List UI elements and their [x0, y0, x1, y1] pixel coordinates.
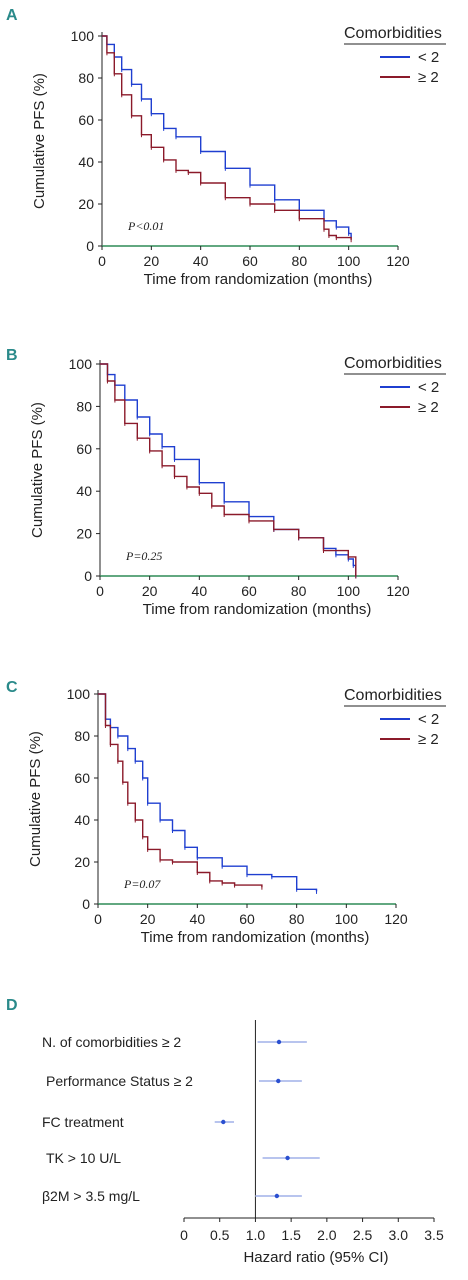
x-tick-label: 3.5	[424, 1227, 444, 1243]
legend-label: < 2	[418, 49, 439, 66]
y-tick-label: 0	[82, 896, 90, 912]
y-tick-label: 40	[76, 483, 92, 499]
y-tick-label: 100	[69, 356, 93, 372]
legend-label: ≥ 2	[418, 69, 439, 86]
panel-b: B 0 20 40 60 80 100 0 20 40 60 80 100 120 Time from ra…	[6, 347, 446, 618]
y-tick-label: 80	[78, 70, 94, 86]
y-axis-label: Cumulative PFS (%)	[29, 402, 46, 538]
row-label: TK > 10 U/L	[46, 1150, 121, 1166]
p-value-annotation: P=0.25	[125, 549, 162, 563]
x-tick-label: 60	[239, 911, 255, 927]
series-line-ge2	[98, 693, 263, 888]
x-tick-label: 120	[386, 583, 410, 599]
panel-letter: C	[6, 679, 18, 696]
y-axis-label: Cumulative PFS (%)	[27, 731, 44, 867]
x-axis-label: Time from randomization (months)	[144, 271, 373, 288]
x-tick-label: 20	[140, 911, 156, 927]
x-tick-label: 40	[193, 253, 209, 269]
y-tick-label: 20	[74, 854, 90, 870]
x-tick-label: 0	[180, 1227, 188, 1243]
x-axis-label: Time from randomization (months)	[143, 601, 372, 618]
x-tick-label: 40	[192, 583, 208, 599]
hazard-ratio-point	[276, 1078, 281, 1084]
hazard-ratio-point	[276, 1039, 282, 1045]
x-tick-label: 120	[384, 911, 408, 927]
legend-label: ≥ 2	[418, 731, 439, 748]
x-tick-label: 0	[96, 583, 104, 599]
x-tick-label: 0	[98, 253, 106, 269]
y-tick-label: 80	[76, 398, 92, 414]
panel-c: C 0 20 40 60 80 100 0 20 40 60 80 100 120 Time from ra…	[6, 679, 446, 946]
y-tick-label: 0	[84, 568, 92, 584]
hazard-ratio-point	[274, 1193, 280, 1199]
x-tick-label: 2.0	[317, 1227, 337, 1243]
row-label: N. of comorbidities ≥ 2	[42, 1034, 181, 1050]
x-tick-label: 1.0	[246, 1227, 266, 1243]
x-tick-label: 80	[289, 911, 305, 927]
y-tick-label: 100	[71, 28, 95, 44]
panel-a: A 0 20 40 60 80 100 0 20 40 60 80 100 120 Time from ra…	[6, 7, 446, 288]
legend-label: < 2	[418, 379, 439, 396]
x-tick-label: 1.5	[281, 1227, 301, 1243]
legend-title: Comorbidities	[344, 25, 442, 42]
x-tick-label: 40	[190, 911, 206, 927]
panel-letter: A	[6, 7, 18, 24]
x-axis-label: Time from randomization (months)	[141, 929, 370, 946]
x-tick-label: 80	[291, 583, 307, 599]
x-tick-label: 20	[144, 253, 160, 269]
y-tick-label: 20	[78, 196, 94, 212]
y-tick-label: 100	[67, 686, 91, 702]
row-label: Performance Status ≥ 2	[46, 1073, 193, 1089]
p-value-annotation: P=0.07	[123, 877, 161, 891]
x-tick-label: 100	[337, 583, 361, 599]
x-tick-label: 100	[335, 911, 359, 927]
series-line-ge2	[102, 35, 352, 240]
x-tick-label: 80	[292, 253, 308, 269]
panel-letter: D	[6, 997, 18, 1014]
x-tick-label: 3.0	[389, 1227, 409, 1243]
x-tick-label: 60	[242, 253, 258, 269]
y-tick-label: 60	[76, 441, 92, 457]
legend-label: ≥ 2	[418, 399, 439, 416]
panel-letter: B	[6, 347, 18, 364]
legend-title: Comorbidities	[344, 687, 442, 704]
series-line-lt2	[98, 693, 318, 892]
legend-title: Comorbidities	[344, 355, 442, 372]
series-line-lt2	[100, 363, 357, 576]
x-tick-label: 2.5	[353, 1227, 373, 1243]
panel-d: D 0 0.5 1.0 1.5 2.0 2.5 3.0 3.5 Hazard ratio (95%…	[6, 997, 444, 1266]
p-value-annotation: P<0.01	[127, 219, 164, 233]
hazard-ratio-point	[285, 1155, 290, 1161]
x-tick-label: 0.5	[210, 1227, 230, 1243]
y-tick-label: 40	[78, 154, 94, 170]
x-axis-label: Hazard ratio (95% CI)	[243, 1249, 388, 1266]
hazard-ratio-point	[221, 1119, 226, 1125]
x-tick-label: 60	[241, 583, 257, 599]
x-tick-label: 120	[386, 253, 410, 269]
x-tick-label: 20	[142, 583, 158, 599]
y-tick-label: 60	[74, 770, 90, 786]
row-label: β2M > 3.5 mg/L	[42, 1188, 140, 1204]
x-tick-label: 100	[337, 253, 361, 269]
legend-label: < 2	[418, 711, 439, 728]
y-tick-label: 80	[74, 728, 90, 744]
y-tick-label: 40	[74, 812, 90, 828]
y-tick-label: 20	[76, 526, 92, 542]
y-tick-label: 60	[78, 112, 94, 128]
row-label: FC treatment	[42, 1114, 124, 1130]
y-axis-label: Cumulative PFS (%)	[31, 73, 48, 209]
y-tick-label: 0	[86, 238, 94, 254]
series-line-lt2	[102, 35, 352, 238]
x-tick-label: 0	[94, 911, 102, 927]
series-line-ge2	[100, 363, 357, 576]
